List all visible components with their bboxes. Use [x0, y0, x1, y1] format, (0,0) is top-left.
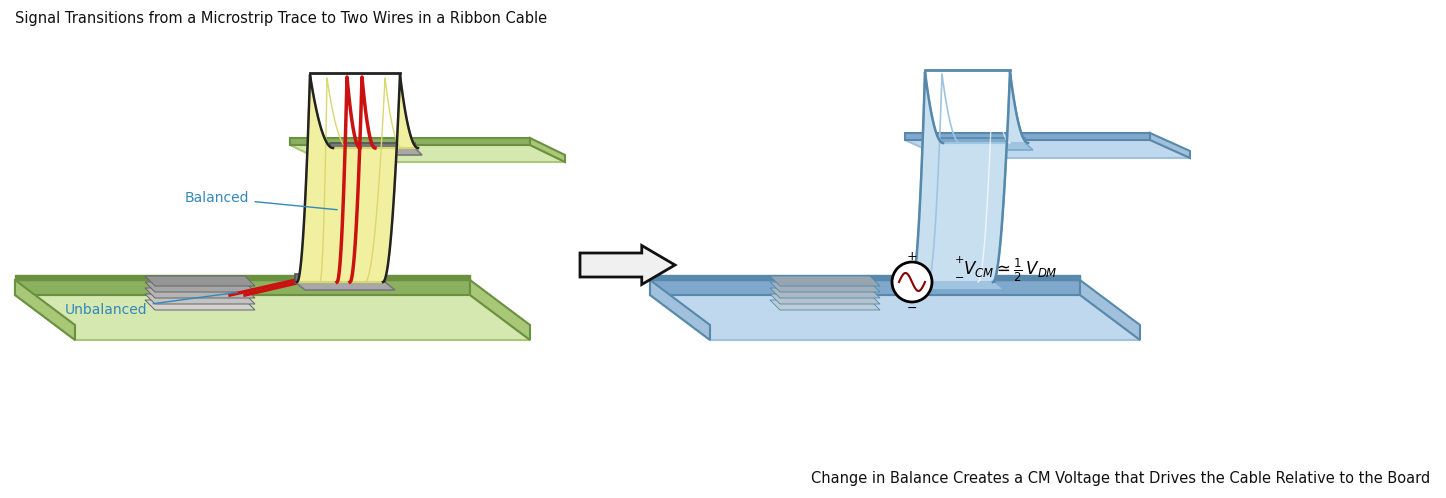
Text: Signal Transitions from a Microstrip Trace to Two Wires in a Ribbon Cable: Signal Transitions from a Microstrip Tra…: [14, 10, 547, 25]
Polygon shape: [296, 75, 418, 282]
Polygon shape: [291, 145, 565, 162]
Polygon shape: [145, 282, 254, 292]
Polygon shape: [651, 275, 1080, 280]
Polygon shape: [771, 276, 881, 286]
Polygon shape: [14, 295, 531, 340]
Polygon shape: [145, 294, 254, 304]
Circle shape: [892, 262, 933, 302]
Polygon shape: [295, 282, 395, 290]
Text: Change in Balance Creates a CM Voltage that Drives the Cable Relative to the Boa: Change in Balance Creates a CM Voltage t…: [811, 471, 1430, 486]
Text: +: +: [954, 255, 964, 265]
Text: Unbalanced: Unbalanced: [65, 292, 237, 317]
Polygon shape: [1080, 280, 1139, 340]
Text: +: +: [907, 249, 917, 262]
Polygon shape: [771, 294, 881, 304]
Text: −: −: [954, 273, 964, 283]
Polygon shape: [905, 133, 1150, 140]
Polygon shape: [295, 274, 385, 282]
Polygon shape: [145, 288, 254, 298]
Polygon shape: [145, 300, 254, 310]
Polygon shape: [330, 148, 422, 155]
Polygon shape: [14, 275, 470, 280]
Polygon shape: [651, 295, 1139, 340]
Polygon shape: [330, 143, 415, 148]
Polygon shape: [905, 140, 1190, 158]
Polygon shape: [771, 288, 881, 298]
Polygon shape: [910, 275, 995, 282]
Polygon shape: [940, 138, 1025, 143]
Polygon shape: [910, 282, 1005, 290]
Text: Balanced: Balanced: [185, 191, 337, 210]
Polygon shape: [771, 282, 881, 292]
Polygon shape: [580, 246, 675, 284]
Polygon shape: [531, 138, 565, 162]
Polygon shape: [651, 280, 710, 340]
Polygon shape: [771, 300, 881, 310]
Polygon shape: [1150, 133, 1190, 158]
Polygon shape: [912, 72, 1028, 282]
Polygon shape: [940, 143, 1032, 150]
Polygon shape: [145, 276, 254, 286]
Polygon shape: [651, 280, 1080, 295]
Text: −: −: [907, 301, 917, 315]
Polygon shape: [14, 280, 75, 340]
Polygon shape: [291, 138, 531, 145]
Text: $V_{CM} \simeq \frac{1}{2}\,V_{DM}$: $V_{CM} \simeq \frac{1}{2}\,V_{DM}$: [963, 256, 1057, 284]
Polygon shape: [14, 280, 470, 295]
Polygon shape: [470, 280, 531, 340]
